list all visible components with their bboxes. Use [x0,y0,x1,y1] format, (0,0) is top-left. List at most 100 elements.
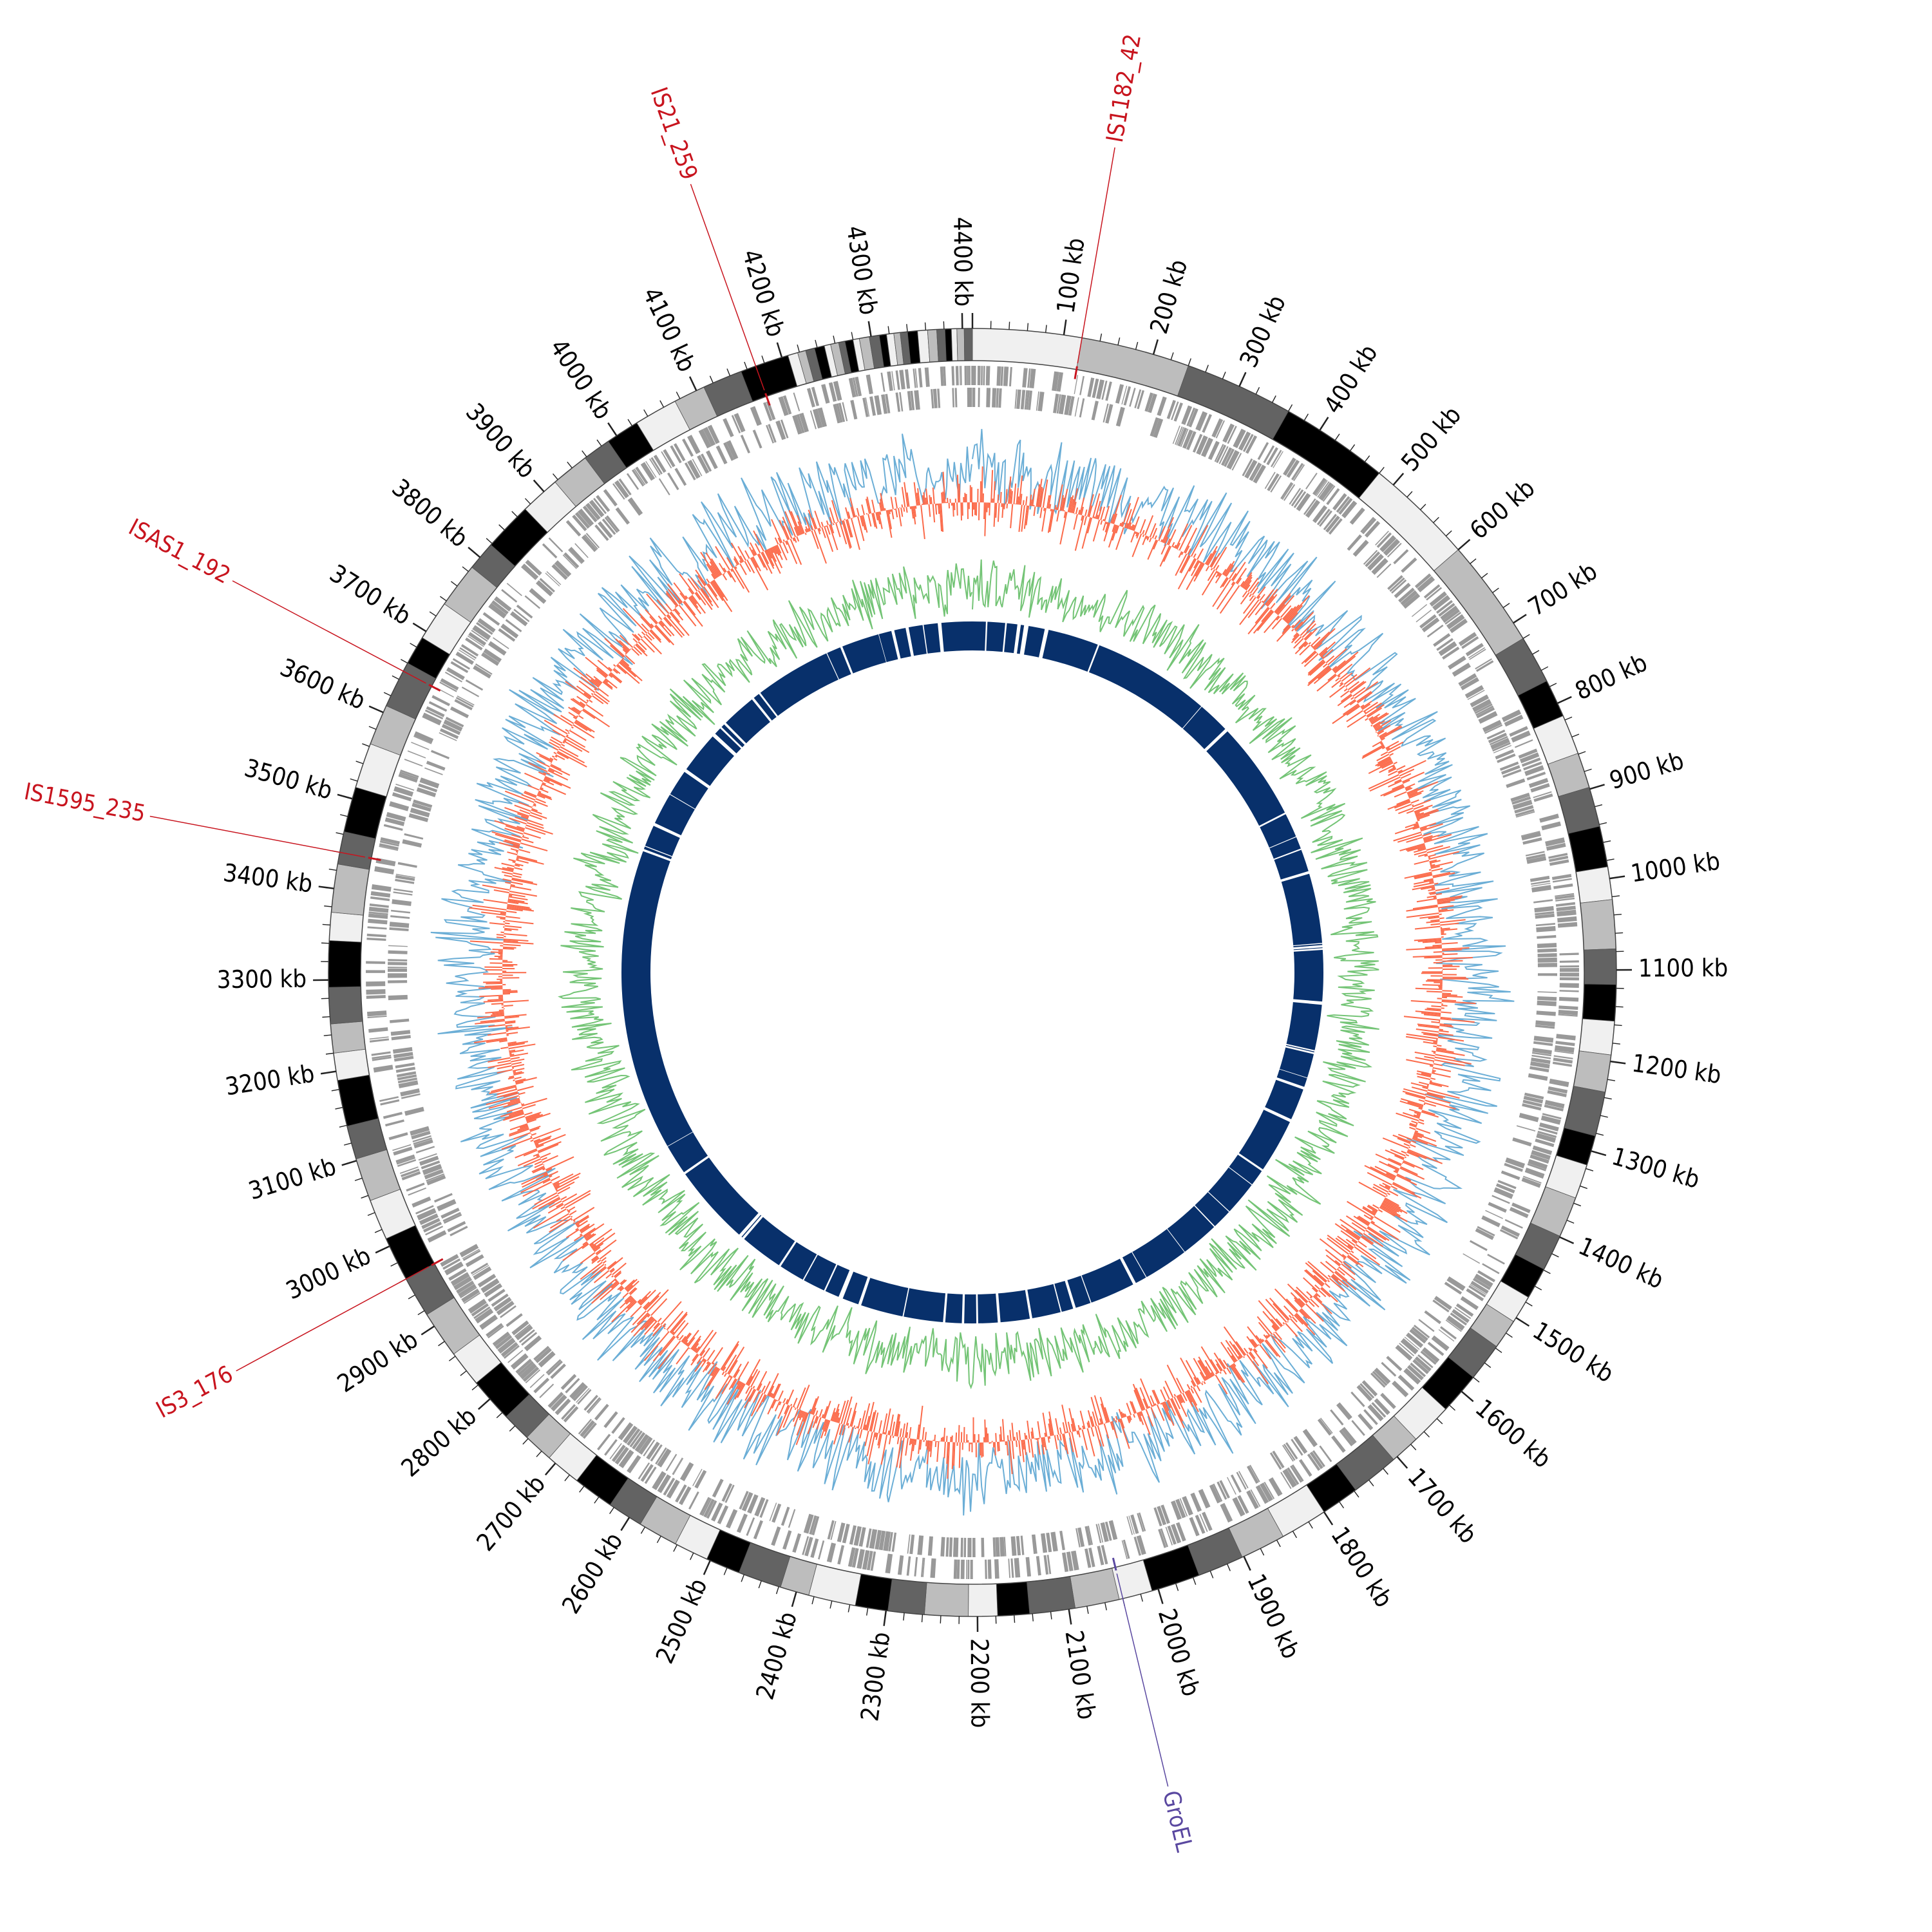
gene-block [1052,371,1059,392]
gc-skew-bar [622,608,648,634]
gene-block [533,1378,550,1394]
gc-skew-bar [773,1383,781,1399]
gene-block [1506,778,1526,788]
gene-block [366,995,386,999]
gc-skew-bar [770,1393,774,1398]
gene-block [1470,1283,1487,1295]
gene-block [1000,366,1004,386]
gene-block [1195,411,1208,431]
gc-skew-bar [535,1133,566,1148]
gene-block [1537,953,1557,958]
gene-block [1144,392,1153,412]
gc-skew-bar [1025,506,1030,526]
gc-skew-bar [1379,742,1383,744]
gene-block [967,1537,972,1557]
gc-skew-bar [1379,732,1387,737]
gene-block [431,750,450,759]
homology-gap [1025,1289,1033,1320]
gc-skew-bar [898,1437,905,1468]
gc-skew-bar [768,548,781,574]
gc-skew-bar [1173,545,1175,548]
gc-skew-bar [1396,1175,1417,1186]
homology-gap [1293,943,1323,947]
gc-skew-bar [1324,1282,1331,1289]
gene-block [1031,1534,1037,1555]
gc-skew-bar [514,867,523,871]
gc-skew-bar [702,1361,710,1372]
gene-block [937,388,941,408]
gc-skew-bar [1430,923,1441,925]
minor-tick [643,409,649,417]
gene-block [1516,1125,1536,1132]
gc-skew-bar [619,634,634,649]
gc-skew-bar [737,545,747,561]
gc-skew-bar [839,518,842,522]
gc-skew-bar [506,907,523,912]
gc-skew-bar [1415,987,1443,990]
gene-block [580,1420,595,1437]
gc-skew-bar [528,762,548,773]
gc-skew-bar [647,1289,669,1312]
annotation-leader [690,184,765,391]
gene-block [1245,435,1258,454]
gene-block [399,771,419,780]
gc-skew-bar [503,938,529,942]
gc-skew-bar [1235,1341,1247,1356]
gc-skew-bar [1148,1406,1151,1408]
gc-skew-bar [531,808,538,811]
gc-skew-bar [701,587,712,603]
gc-skew-bar [1365,717,1368,721]
gene-block [1469,1240,1488,1251]
minor-tick [609,1507,614,1515]
gc-skew-bar [658,621,672,637]
gene-block [443,719,463,732]
gc-skew-bar [502,867,514,871]
gene-block [493,1296,512,1312]
gc-skew-bar [610,1269,615,1273]
gene-block [1409,1329,1426,1344]
gc-skew-bar [1079,1410,1086,1430]
gc-skew-bar [1436,1047,1447,1050]
gc-skew-bar [567,1206,576,1212]
gene-block [535,1347,552,1363]
gc-skew-bar [569,730,587,741]
gc-skew-bar [1421,1012,1441,1016]
minor-tick [1086,1605,1089,1614]
gc-skew-bar [756,1394,766,1412]
gc-skew-bar [1193,1387,1202,1403]
gc-skew-bar [497,1088,518,1095]
gene-block [848,377,857,398]
tick-label: 2700 kb [471,1470,551,1557]
gc-skew-bar [1365,702,1382,715]
gc-skew-bar [1401,1150,1407,1154]
gc-skew-bar [625,1278,638,1291]
gc-skew-bar [506,916,520,919]
gene-block [1461,636,1479,649]
gene-block [395,878,415,884]
gc-skew-bar [1377,735,1379,737]
gene-block [1332,493,1347,511]
gene-block [952,1537,959,1557]
gc-skew-bar [777,1390,784,1401]
homology-gap [878,633,887,663]
band-segment [333,1048,370,1081]
gene-block [943,366,947,386]
gc-skew-bar [757,1383,762,1392]
gc-skew-bar [645,1295,660,1311]
gc-skew-bar [1054,505,1057,510]
tick-label: 3400 kb [222,858,314,898]
gc-skew-bar [1010,504,1014,529]
gene-block [1522,1103,1542,1111]
gene-block [1535,913,1555,919]
homology-gap [976,1293,978,1324]
gc-skew-bar [1210,1359,1220,1374]
gc-skew-bar [1414,848,1426,853]
gc-skew-bar [1431,887,1435,889]
gene-block [1058,394,1066,415]
gc-skew-bar [898,507,902,527]
gc-skew-bar [773,545,780,556]
gene-block [650,1444,663,1462]
gene-block [1365,551,1381,567]
gc-skew-bar [1094,1395,1104,1425]
gc-skew-bar [811,530,819,549]
